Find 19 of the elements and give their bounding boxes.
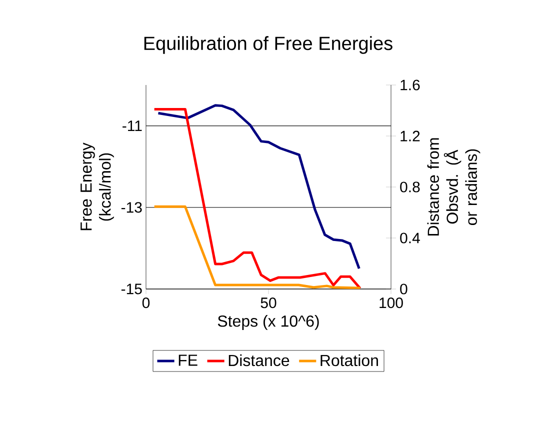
y2-tick-label: 1.6	[400, 80, 420, 90]
chart-title: Equilibration of Free Energies	[144, 36, 392, 54]
y2-tick-label: 0.8	[400, 182, 420, 192]
legend-label: FE	[178, 354, 198, 366]
x-axis-title: Steps (x 10^6)	[218, 315, 319, 330]
y-tick-label: -13	[121, 202, 142, 213]
y2-tick-label: 0.4	[400, 232, 420, 244]
y-axis-title: Free Energy (kcal/mol)	[80, 142, 114, 230]
legend-label: Rotation	[320, 354, 378, 366]
y2-axis-title: Distance from Obsvd. (Å or radians)	[427, 138, 480, 236]
y2-tick-label: 0	[400, 284, 408, 294]
y-tick-label: -15	[121, 284, 142, 294]
x-tick-label: 50	[260, 298, 276, 308]
line-series	[153, 205, 362, 290]
x-tick-label: 0	[142, 298, 150, 308]
y2-tick-label: 1.2	[400, 130, 420, 142]
x-tick-label: 100	[380, 298, 403, 308]
y-tick-label: -11	[122, 120, 142, 131]
legend-label: Distance	[228, 354, 290, 366]
